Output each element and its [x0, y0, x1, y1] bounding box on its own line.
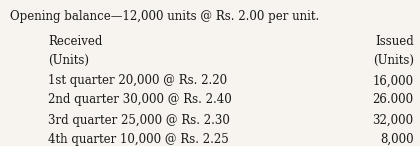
- Text: 26.000: 26.000: [373, 93, 414, 106]
- Text: 32,000: 32,000: [373, 114, 414, 127]
- Text: Issued: Issued: [375, 35, 414, 48]
- Text: 16,000: 16,000: [373, 74, 414, 87]
- Text: 2nd quarter 30,000 @ Rs. 2.40: 2nd quarter 30,000 @ Rs. 2.40: [48, 93, 232, 106]
- Text: Received: Received: [48, 35, 102, 48]
- Text: 8,000: 8,000: [380, 133, 414, 146]
- Text: 1st quarter 20,000 @ Rs. 2.20: 1st quarter 20,000 @ Rs. 2.20: [48, 74, 227, 87]
- Text: (Units): (Units): [48, 54, 89, 67]
- Text: (Units): (Units): [373, 54, 414, 67]
- Text: Opening balance—12,000 units @ Rs. 2.00 per unit.: Opening balance—12,000 units @ Rs. 2.00 …: [10, 10, 320, 23]
- Text: 3rd quarter 25,000 @ Rs. 2.30: 3rd quarter 25,000 @ Rs. 2.30: [48, 114, 230, 127]
- Text: 4th quarter 10,000 @ Rs. 2.25: 4th quarter 10,000 @ Rs. 2.25: [48, 133, 229, 146]
